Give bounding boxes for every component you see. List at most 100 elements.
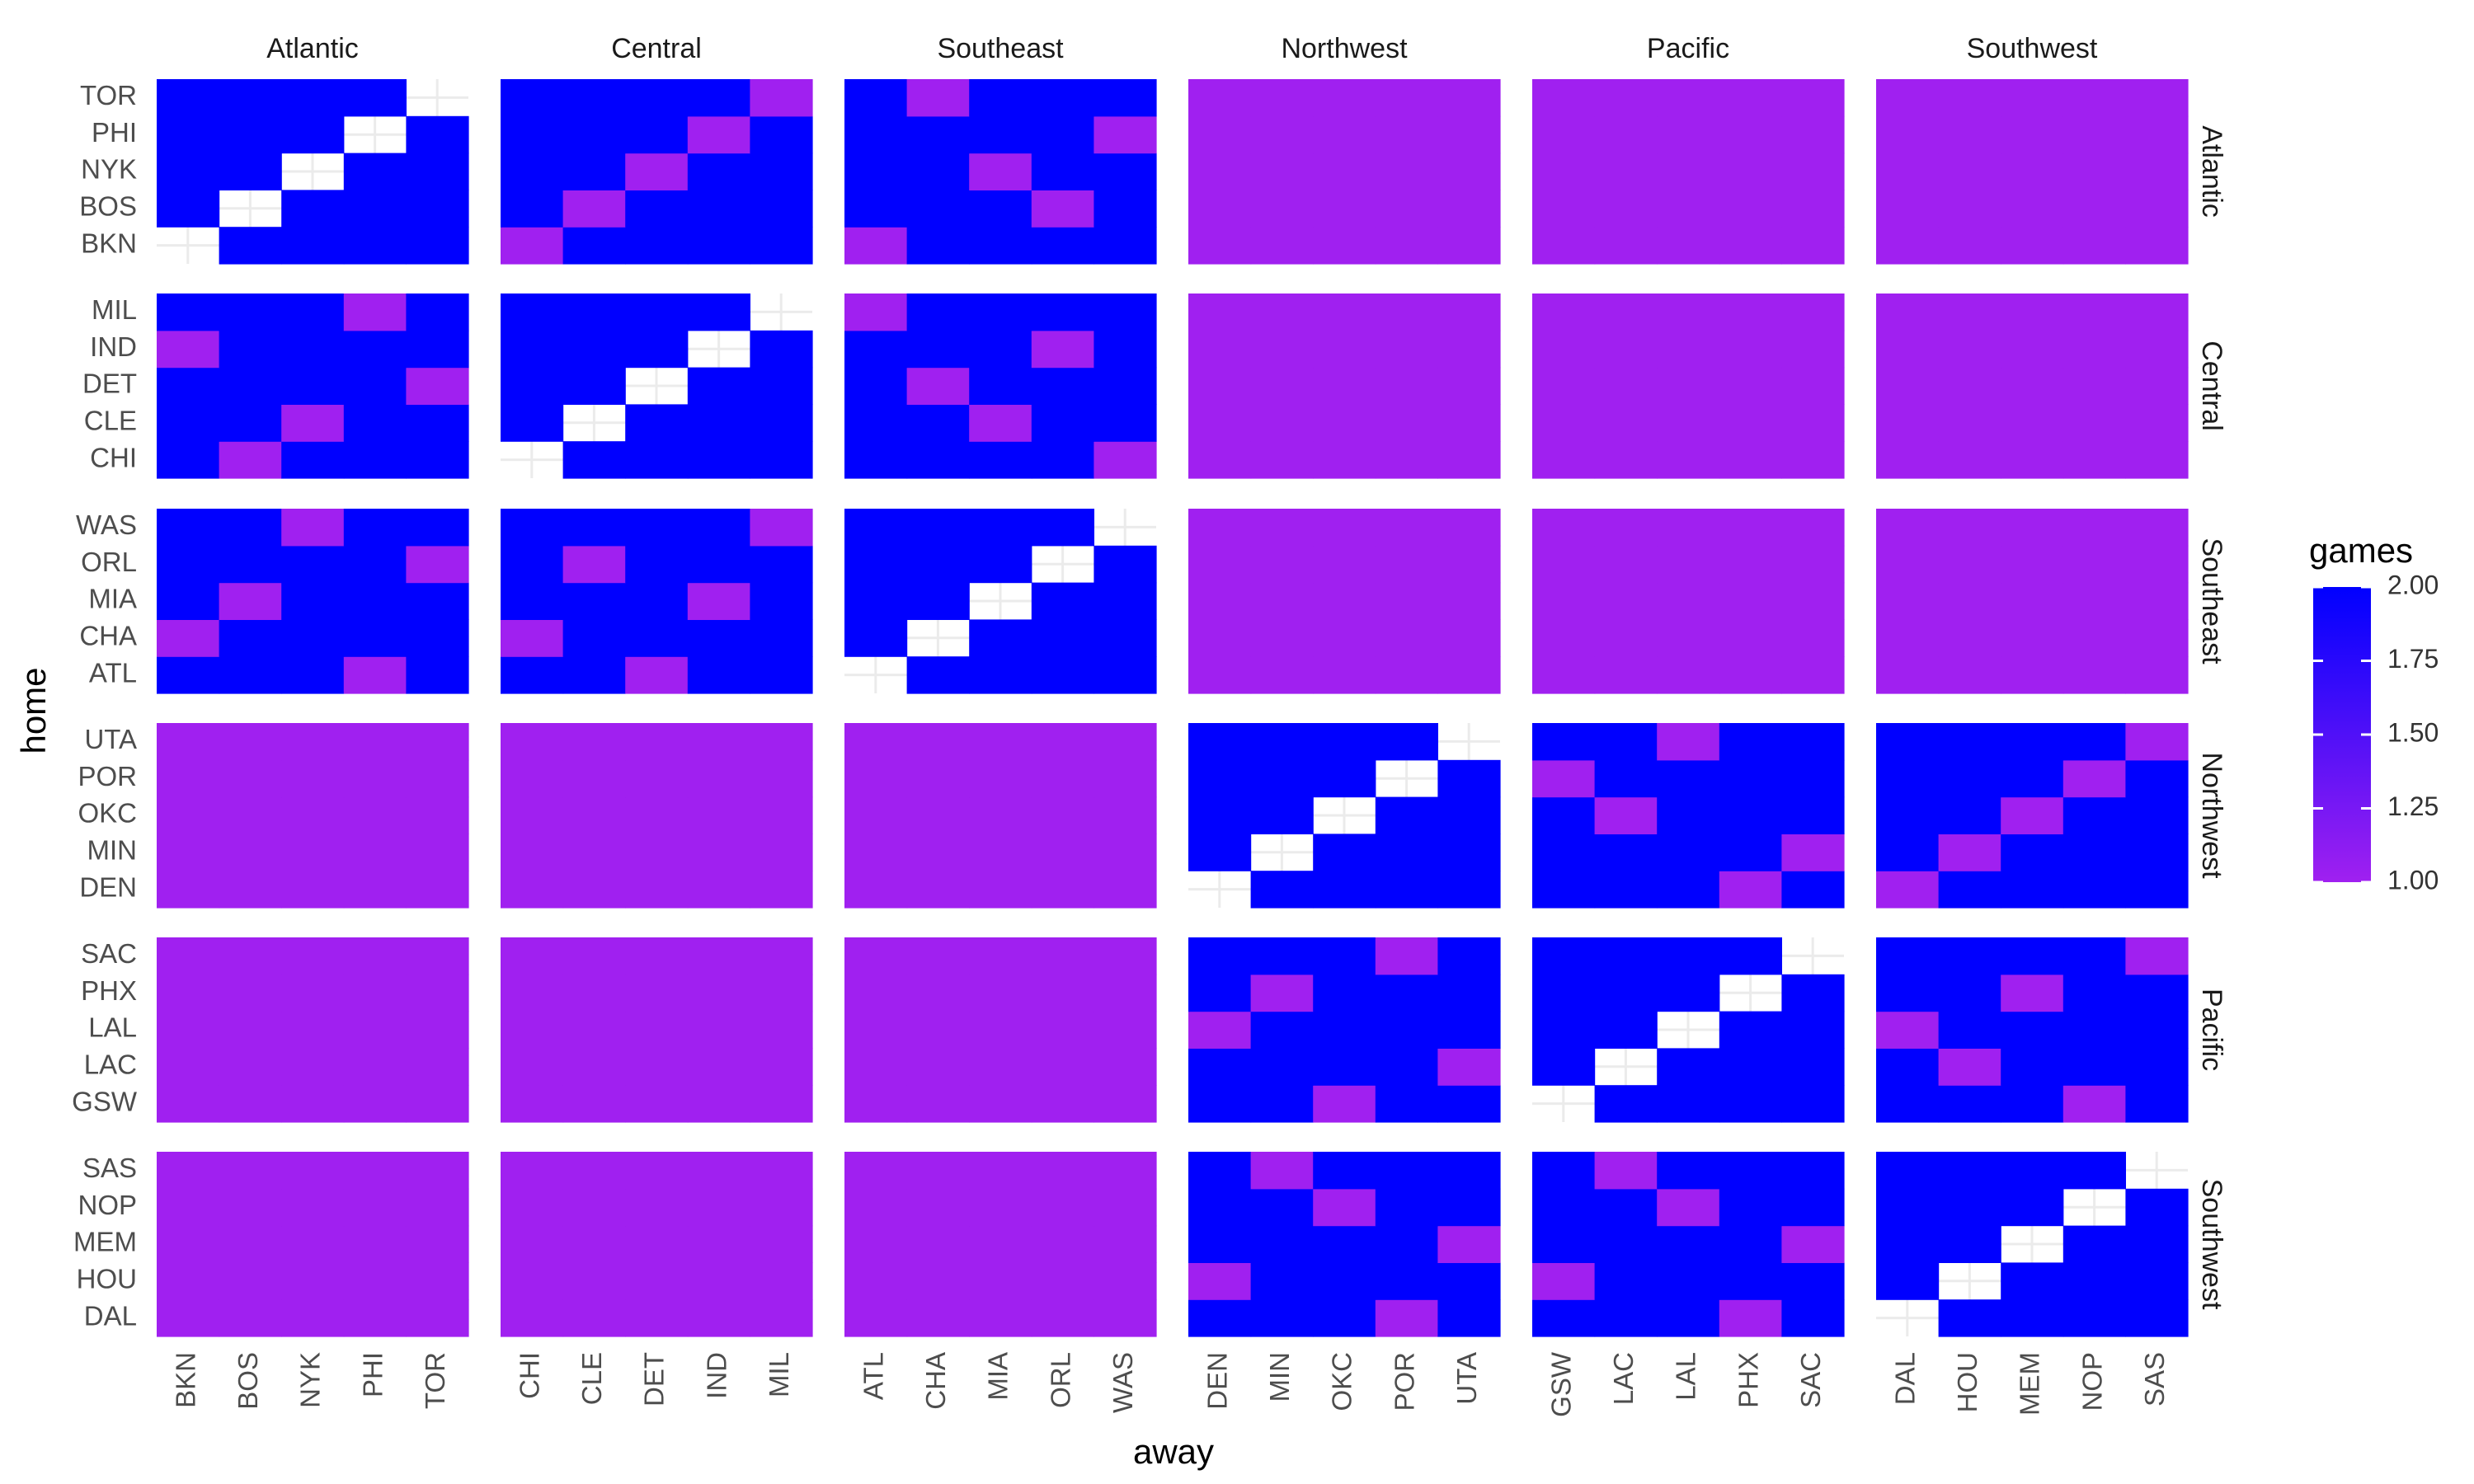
cell-mil-dal bbox=[1876, 294, 1940, 331]
cell-sac-den bbox=[1188, 937, 1252, 975]
cell-nyk-phx bbox=[1719, 153, 1782, 190]
cell-det-okc bbox=[1313, 367, 1376, 405]
cell-phi-bos bbox=[219, 115, 282, 154]
cell-sas-lal bbox=[1657, 1152, 1720, 1190]
cell-min-nop bbox=[2062, 834, 2126, 871]
cell-min-gsw bbox=[1532, 834, 1596, 871]
panel-northwest-vs-northwest bbox=[1188, 723, 1501, 909]
cell-sac-dal bbox=[1876, 937, 1940, 975]
cell-sas-was bbox=[1094, 1152, 1157, 1190]
cell-sas-phx bbox=[1719, 1152, 1782, 1190]
cell-bos-por bbox=[1375, 190, 1438, 228]
cell-lal-den bbox=[1188, 1011, 1252, 1049]
cell-mia-phi bbox=[343, 582, 407, 620]
cell-ind-den bbox=[1188, 330, 1252, 369]
cell-bos-det bbox=[625, 190, 689, 228]
cell-lac-chi bbox=[501, 1048, 564, 1086]
cell-nop-sac bbox=[1781, 1188, 1845, 1227]
cell-tor-nop bbox=[2062, 79, 2126, 117]
cell-mem-bkn bbox=[157, 1225, 220, 1263]
cell-den-tor bbox=[406, 871, 469, 909]
cell-hou-nyk bbox=[281, 1262, 345, 1300]
cell-cha-cle bbox=[562, 619, 626, 657]
panel-pacific-vs-pacific bbox=[1532, 937, 1845, 1123]
cell-phi-mia bbox=[969, 115, 1032, 154]
cell-den-lal bbox=[1657, 871, 1720, 909]
cell-gsw-mil bbox=[750, 1085, 813, 1123]
cell-sac-phx bbox=[1719, 937, 1782, 975]
cell-was-orl bbox=[1031, 509, 1094, 547]
cell-gsw-sas bbox=[2125, 1085, 2189, 1123]
cell-nyk-tor bbox=[406, 153, 469, 190]
y-tick-gsw: GSW bbox=[72, 1086, 138, 1116]
cell-mia-cha bbox=[906, 582, 970, 620]
cell-hou-cle bbox=[562, 1262, 626, 1300]
cell-mem-gsw bbox=[1532, 1225, 1596, 1263]
cell-orl-cle bbox=[562, 545, 626, 584]
strip-row-southwest: Southwest bbox=[2196, 1179, 2227, 1310]
x-tick-sac: SAC bbox=[1795, 1352, 1826, 1408]
cell-sac-bkn bbox=[157, 937, 220, 975]
cell-phx-mem bbox=[2001, 974, 2064, 1012]
cell-min-bos bbox=[219, 834, 282, 871]
cell-mil-mia bbox=[969, 294, 1032, 331]
cell-dal-por bbox=[1375, 1299, 1438, 1337]
cell-chi-tor bbox=[406, 441, 469, 479]
cell-lal-sas bbox=[2125, 1011, 2189, 1049]
cell-min-por bbox=[1375, 834, 1438, 871]
cell-sas-min bbox=[1250, 1152, 1314, 1190]
cell-mia-okc bbox=[1313, 582, 1376, 620]
cell-cha-orl bbox=[1031, 619, 1094, 657]
cell-phi-lac bbox=[1594, 115, 1658, 154]
cell-dal-bkn bbox=[157, 1299, 220, 1337]
cell-lac-sac bbox=[1781, 1048, 1845, 1086]
cell-cle-uta bbox=[1437, 404, 1501, 442]
cell-den-sac bbox=[1781, 871, 1845, 909]
x-tick-bkn: BKN bbox=[171, 1352, 201, 1408]
cell-uta-nyk bbox=[281, 723, 345, 761]
cell-ind-lal bbox=[1657, 330, 1720, 369]
cell-lac-nyk bbox=[281, 1048, 345, 1086]
cell-nyk-mem bbox=[2001, 153, 2064, 190]
cell-tor-por bbox=[1375, 79, 1438, 117]
cell-dal-okc bbox=[1313, 1299, 1376, 1337]
cell-chi-cha bbox=[906, 441, 970, 479]
cell-sac-min bbox=[1250, 937, 1314, 975]
cell-mil-det bbox=[625, 294, 689, 331]
cell-bos-tor bbox=[406, 190, 469, 228]
cell-atl-cha bbox=[906, 656, 970, 694]
cell-cha-okc bbox=[1313, 619, 1376, 657]
cell-bos-phi bbox=[343, 190, 407, 228]
cell-was-bkn bbox=[157, 509, 220, 547]
cell-phi-atl bbox=[844, 115, 908, 154]
cell-uta-okc bbox=[1313, 723, 1376, 761]
cell-was-mem bbox=[2001, 509, 2064, 547]
cell-chi-bkn bbox=[157, 441, 220, 479]
cell-okc-det bbox=[625, 796, 689, 834]
cell-por-sac bbox=[1781, 759, 1845, 798]
cell-bos-ind bbox=[687, 190, 750, 228]
cell-bkn-sac bbox=[1781, 227, 1845, 265]
y-tick-okc: OKC bbox=[78, 798, 137, 829]
cell-ind-por bbox=[1375, 330, 1438, 369]
cell-mem-lal bbox=[1657, 1225, 1720, 1263]
cell-lac-tor bbox=[406, 1048, 469, 1086]
cell-por-hou bbox=[1938, 759, 2001, 798]
cell-gsw-min bbox=[1250, 1085, 1314, 1123]
cell-mem-mia bbox=[969, 1225, 1032, 1263]
cell-sas-orl bbox=[1031, 1152, 1094, 1190]
cell-phx-chi bbox=[501, 974, 564, 1012]
cell-was-den bbox=[1188, 509, 1252, 547]
cell-bkn-nop bbox=[2062, 227, 2126, 265]
cell-sas-det bbox=[625, 1152, 689, 1190]
cell-bkn-chi bbox=[501, 227, 564, 265]
cell-uta-phx bbox=[1719, 723, 1782, 761]
cell-dal-min bbox=[1250, 1299, 1314, 1337]
cell-uta-lal bbox=[1657, 723, 1720, 761]
cell-cha-hou bbox=[1938, 619, 2001, 657]
x-tick-nop: NOP bbox=[2077, 1352, 2107, 1411]
x-tick-orl: ORL bbox=[1045, 1352, 1075, 1408]
cell-mil-sac bbox=[1781, 294, 1845, 331]
cell-atl-was bbox=[1094, 656, 1157, 694]
